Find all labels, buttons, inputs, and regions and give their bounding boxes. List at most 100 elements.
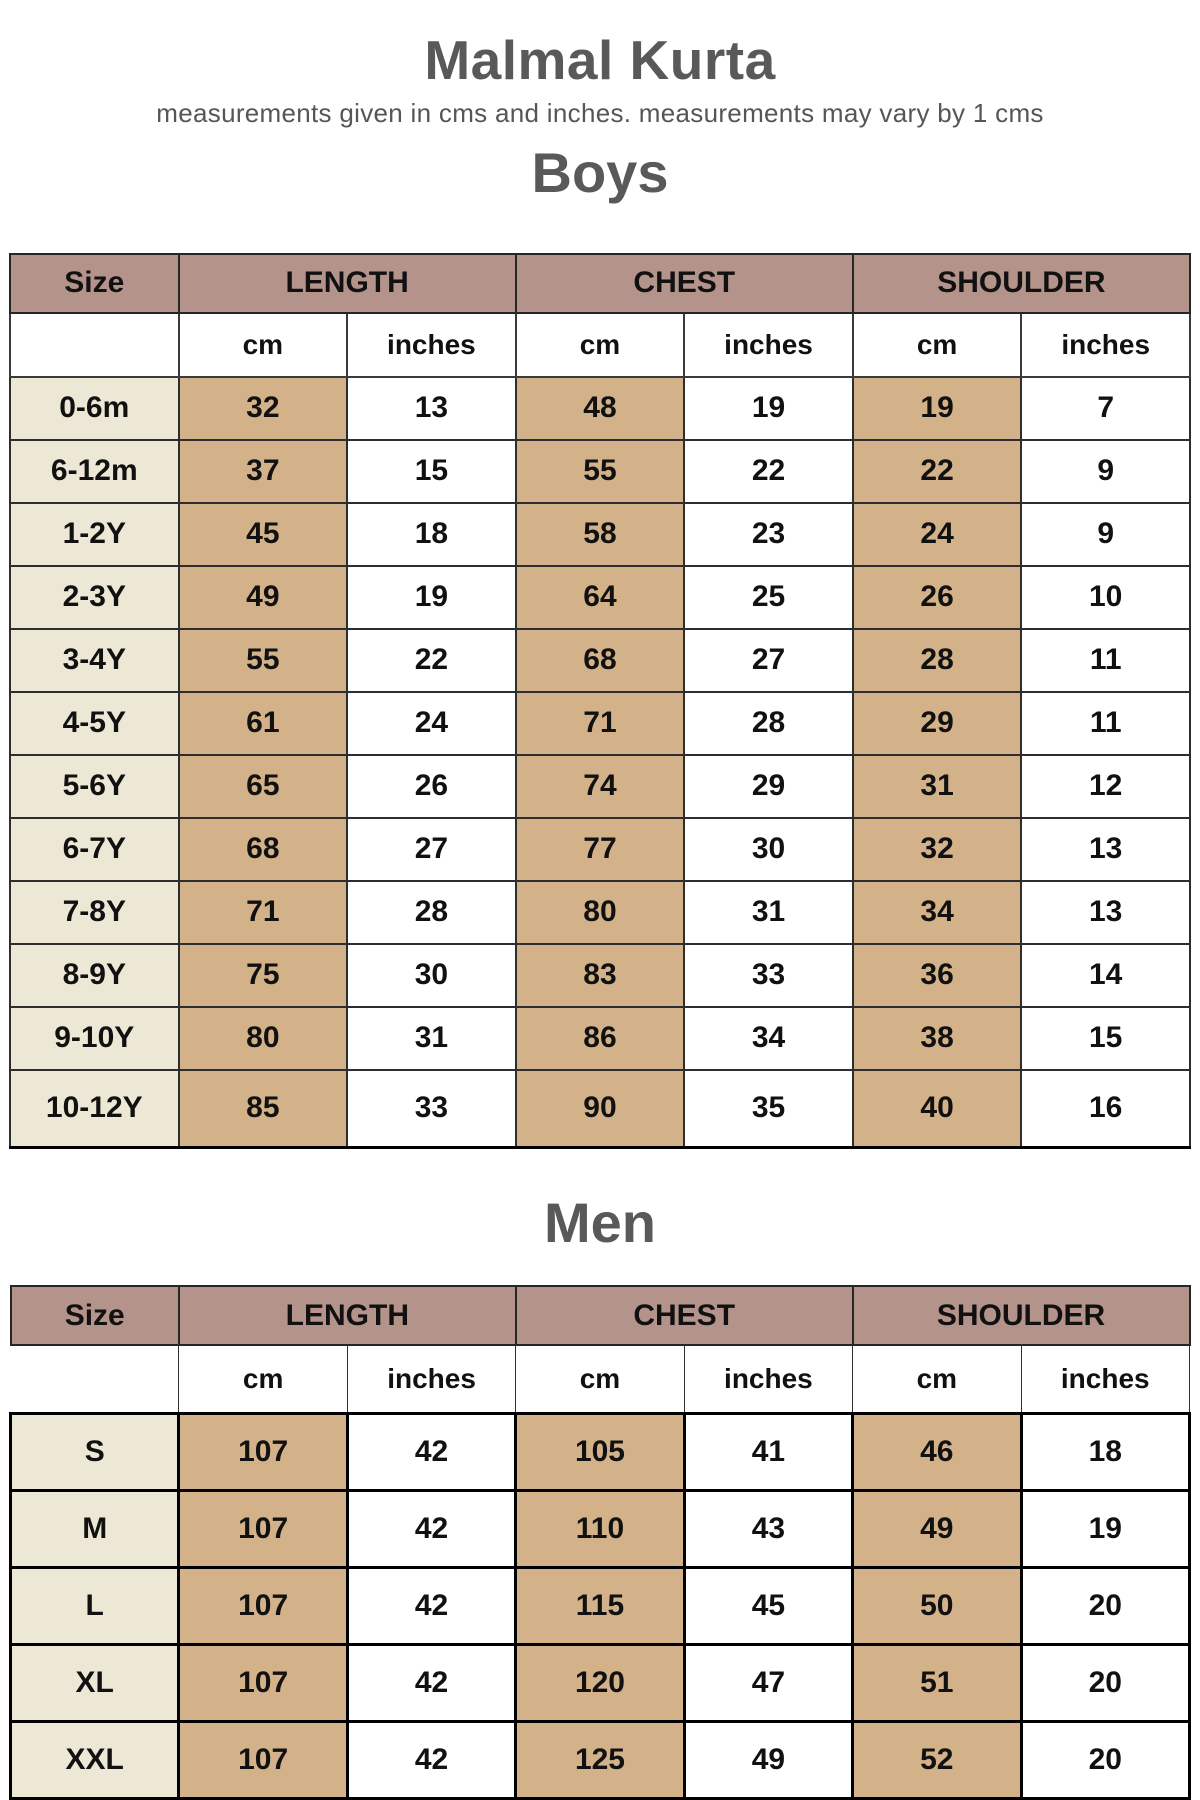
chest-cm-cell: 48 — [514, 375, 686, 441]
shoulder-inches-cell: 11 — [1020, 627, 1191, 693]
unit-header-shoulder-inches: inches — [1020, 1344, 1191, 1415]
column-header-chest: CHEST — [514, 252, 854, 314]
length-cm-cell: 55 — [177, 627, 349, 693]
length-inches-cell: 27 — [346, 816, 517, 882]
length-cm-cell: 49 — [177, 564, 349, 630]
table-row: XL 107 42 120 47 51 20 — [8, 1643, 1192, 1724]
table-row: 3-4Y 55 22 68 27 28 11 — [9, 627, 1191, 693]
length-cm-cell: 71 — [177, 879, 349, 945]
length-inches-cell: 26 — [346, 753, 517, 819]
length-cm-cell: 107 — [177, 1489, 349, 1570]
shoulder-inches-cell: 9 — [1020, 438, 1191, 504]
column-header-shoulder: SHOULDER — [851, 252, 1192, 314]
shoulder-cm-cell: 26 — [851, 564, 1023, 630]
size-cell: 4-5Y — [9, 690, 180, 756]
column-header-shoulder: SHOULDER — [851, 1285, 1191, 1347]
unit-header-length-cm: cm — [177, 311, 349, 378]
table-row: 8-9Y 75 30 83 33 36 14 — [9, 942, 1191, 1008]
shoulder-inches-cell: 18 — [1019, 1412, 1192, 1493]
length-cm-cell: 45 — [177, 501, 349, 567]
length-cm-cell: 37 — [177, 438, 349, 504]
unit-header-empty — [10, 1345, 179, 1414]
chest-cm-cell: 80 — [514, 879, 686, 945]
length-cm-cell: 85 — [177, 1068, 349, 1149]
unit-header-length-cm: cm — [178, 1344, 348, 1415]
length-cm-cell: 75 — [177, 942, 349, 1008]
chest-inches-cell: 19 — [683, 375, 854, 441]
chest-cm-cell: 68 — [514, 627, 686, 693]
shoulder-cm-cell: 24 — [851, 501, 1023, 567]
shoulder-cm-cell: 38 — [851, 1005, 1023, 1071]
shoulder-cm-cell: 29 — [851, 690, 1023, 756]
men-unit-row: cm inches cm inches cm inches — [10, 1344, 1191, 1415]
table-row: 5-6Y 65 26 74 29 31 12 — [9, 753, 1191, 819]
length-cm-cell: 107 — [177, 1412, 349, 1493]
length-inches-cell: 42 — [345, 1489, 518, 1570]
length-cm-cell: 107 — [177, 1566, 349, 1647]
shoulder-inches-cell: 20 — [1019, 1720, 1192, 1800]
shoulder-inches-cell: 19 — [1019, 1489, 1192, 1570]
size-cell: 0-6m — [9, 375, 180, 441]
chest-inches-cell: 31 — [683, 879, 854, 945]
men-size-table: Size LENGTH CHEST SHOULDER cm inches cm … — [8, 1285, 1192, 1800]
size-cell: L — [8, 1566, 181, 1647]
chest-inches-cell: 30 — [683, 816, 854, 882]
chest-inches-cell: 49 — [682, 1720, 855, 1800]
chest-inches-cell: 28 — [683, 690, 854, 756]
shoulder-cm-cell: 40 — [851, 1068, 1023, 1149]
shoulder-cm-cell: 34 — [851, 879, 1023, 945]
chest-cm-cell: 120 — [514, 1643, 686, 1724]
table-row: 10-12Y 85 33 90 35 40 16 — [9, 1068, 1191, 1149]
table-row: L 107 42 115 45 50 20 — [8, 1566, 1192, 1647]
chest-cm-cell: 110 — [514, 1489, 686, 1570]
men-header-row: Size LENGTH CHEST SHOULDER — [9, 1285, 1191, 1347]
size-cell: 5-6Y — [9, 753, 180, 819]
boys-size-table: Size LENGTH CHEST SHOULDER cm inches cm … — [9, 252, 1192, 1149]
table-row: XXL 107 42 125 49 52 20 — [8, 1720, 1192, 1800]
table-row: 1-2Y 45 18 58 23 24 9 — [9, 501, 1191, 567]
shoulder-cm-cell: 22 — [851, 438, 1023, 504]
table-row: 4-5Y 61 24 71 28 29 11 — [9, 690, 1191, 756]
unit-header-empty — [9, 311, 180, 378]
chest-cm-cell: 125 — [514, 1720, 686, 1800]
page-title: Malmal Kurta — [424, 29, 776, 91]
length-cm-cell: 65 — [177, 753, 349, 819]
shoulder-cm-cell: 50 — [851, 1566, 1023, 1647]
shoulder-cm-cell: 19 — [851, 375, 1023, 441]
boys-section-heading: Boys — [531, 140, 669, 204]
size-cell: 3-4Y — [9, 627, 180, 693]
unit-header-chest-inches: inches — [683, 311, 854, 378]
length-inches-cell: 42 — [345, 1720, 518, 1800]
size-cell: M — [8, 1489, 181, 1570]
chest-cm-cell: 77 — [514, 816, 686, 882]
length-inches-cell: 42 — [345, 1643, 518, 1724]
chest-cm-cell: 58 — [514, 501, 686, 567]
chest-inches-cell: 41 — [682, 1412, 855, 1493]
chest-inches-cell: 23 — [683, 501, 854, 567]
boys-unit-row: cm inches cm inches cm inches — [9, 311, 1191, 378]
table-row: 9-10Y 80 31 86 34 38 15 — [9, 1005, 1191, 1071]
column-header-size: Size — [9, 252, 180, 314]
table-row: 0-6m 32 13 48 19 19 7 — [9, 375, 1191, 441]
page-subtitle: measurements given in cms and inches. me… — [156, 97, 1044, 128]
length-inches-cell: 22 — [346, 627, 517, 693]
length-cm-cell: 107 — [177, 1720, 349, 1800]
table-row: 6-7Y 68 27 77 30 32 13 — [9, 816, 1191, 882]
shoulder-cm-cell: 49 — [851, 1489, 1023, 1570]
shoulder-inches-cell: 20 — [1019, 1566, 1192, 1647]
length-inches-cell: 15 — [346, 438, 517, 504]
size-cell: 1-2Y — [9, 501, 180, 567]
shoulder-cm-cell: 36 — [851, 942, 1023, 1008]
shoulder-cm-cell: 28 — [851, 627, 1023, 693]
shoulder-inches-cell: 13 — [1020, 816, 1191, 882]
length-inches-cell: 42 — [345, 1566, 518, 1647]
length-inches-cell: 24 — [346, 690, 517, 756]
chest-cm-cell: 115 — [514, 1566, 686, 1647]
unit-header-length-inches: inches — [346, 311, 517, 378]
chest-cm-cell: 74 — [514, 753, 686, 819]
length-inches-cell: 31 — [346, 1005, 517, 1071]
length-inches-cell: 19 — [346, 564, 517, 630]
column-header-size: Size — [9, 1285, 180, 1347]
chest-inches-cell: 47 — [682, 1643, 855, 1724]
unit-header-chest-cm: cm — [514, 311, 686, 378]
